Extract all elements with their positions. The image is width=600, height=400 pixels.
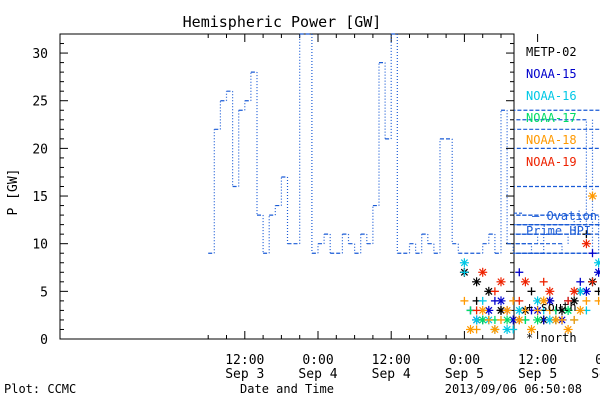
obs-south-marker [564,296,573,305]
y-tick-labels: 0 5 10 15 20 25 30 [32,47,48,348]
obs-north-marker [496,277,506,287]
obs-north-marker [588,191,597,201]
obs-north-marker [466,324,475,334]
obs-south-marker [472,306,481,315]
y-axis-label: P [GW] [6,169,21,216]
obs-north-marker [533,315,543,325]
x-tick-label-date: Sep 3 [225,367,264,382]
legend: METP-02 NOAA-15 NOAA-16 NOAA-17 NOAA-18 … [526,45,597,345]
y-tick-label: 10 [32,238,48,253]
x-tick-label-time: 12:00 [372,353,411,368]
obs-south-marker [576,277,585,286]
obs-south-marker [570,315,579,324]
plot-timestamp: 2013/09/06 06:50:08 [445,382,582,396]
obs-north-marker [478,315,488,325]
legend-entry: NOAA-15 [526,67,577,81]
y-tick-label: 20 [32,142,48,157]
obs-north-marker [472,277,482,287]
obs-north-marker [490,324,500,334]
obs-north-marker [545,315,555,325]
obs-north-marker [472,315,482,325]
y-tick-label: 15 [32,190,48,205]
obs-south-marker [478,296,487,305]
marker-south-legend: + south [526,300,577,314]
satellite-observations [459,191,600,334]
x-tick-label-time: 0:00 [449,353,480,368]
obs-north-marker [545,286,555,296]
marker-north-legend: * north [526,331,577,345]
obs-north-marker [502,324,512,334]
x-tick-label-date: Sep 4 [372,367,411,382]
obs-south-marker [527,287,536,296]
obs-north-marker [502,305,512,315]
x-tick-label-time: 12:00 [518,353,557,368]
obs-north-marker [575,305,585,315]
obs-south-marker [460,268,469,277]
plot-credit: Plot: CCMC [4,382,76,396]
obs-south-marker [594,296,600,305]
obs-south-marker [539,277,548,286]
y-tick-label: 5 [40,285,48,300]
y-tick-label: 25 [32,95,48,110]
obs-south-marker [588,277,597,286]
obs-north-marker [478,267,488,277]
legend-entry: NOAA-16 [526,89,577,103]
obs-north-marker [551,315,561,325]
obs-south-marker [515,268,524,277]
obs-north-marker [459,258,469,268]
x-axis-label: Date and Time [240,382,334,396]
ovation-legend-line1: — Ovation [532,209,597,223]
x-tick-label-time: 12:00 [225,353,264,368]
legend-entry: METP-02 [526,45,577,59]
obs-north-marker [581,239,591,249]
obs-north-marker [520,277,530,287]
obs-south-marker [533,306,542,315]
obs-south-marker [594,287,600,296]
obs-south-marker [521,306,530,315]
x-tick-label-time: 0:00 [595,353,600,368]
obs-south-marker [582,296,591,305]
obs-south-marker [484,315,493,324]
obs-south-marker [497,315,505,324]
x-tick-label-date: Sep 5 [518,367,557,382]
obs-north-marker [514,315,524,325]
ovation-legend-line2: Prime HPI [526,224,591,238]
y-tick-label: 30 [32,47,48,62]
obs-north-marker [569,286,579,296]
x-tick-label-date: Sep 6 [591,367,600,382]
obs-north-marker [575,286,585,296]
obs-north-marker [594,258,600,268]
obs-south-marker [582,230,591,239]
obs-north-marker [594,267,600,277]
chart-title: Hemispheric Power [GW] [183,13,382,31]
obs-north-marker [581,286,591,296]
legend-entry: NOAA-18 [526,133,577,147]
legend-entry: NOAA-17 [526,111,577,125]
obs-north-marker [563,324,573,334]
obs-south-marker [460,296,469,305]
obs-north-marker [539,296,549,306]
obs-south-marker [490,287,499,296]
x-tick-label-date: Sep 4 [298,367,337,382]
obs-north-marker [527,324,536,334]
obs-north-marker [563,305,573,315]
x-tick-label-time: 0:00 [302,353,333,368]
ovation-series [208,33,600,254]
obs-south-marker [588,249,597,258]
obs-north-marker [496,296,506,306]
y-tick-label: 0 [40,333,48,348]
obs-south-marker [545,306,554,315]
x-tick-label-date: Sep 5 [445,367,484,382]
legend-entry: NOAA-19 [526,155,577,169]
obs-south-marker [515,296,524,305]
obs-north-marker [514,305,524,315]
